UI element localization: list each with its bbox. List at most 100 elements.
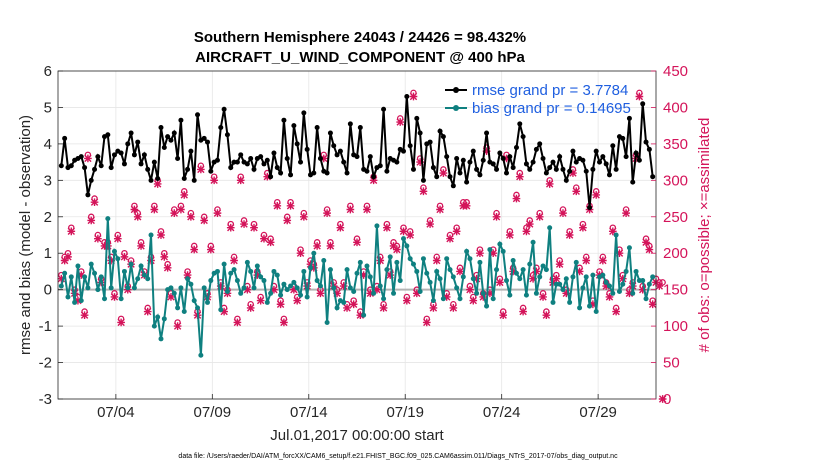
bias-point — [414, 268, 420, 274]
bias-point — [640, 278, 646, 284]
obs-assimilated-marker — [542, 311, 551, 320]
rmse-point — [401, 148, 407, 154]
rmse-point — [92, 166, 98, 172]
bias-point — [391, 290, 397, 296]
bias-point — [125, 285, 131, 291]
bias-point — [470, 276, 476, 282]
x-tick-label: 07/04 — [97, 404, 135, 421]
bias-point — [251, 285, 257, 291]
bias-point — [577, 305, 583, 311]
rmse-point — [470, 148, 476, 154]
obs-assimilated-marker — [512, 194, 521, 203]
rmse-point — [417, 130, 423, 136]
rmse-point — [234, 159, 240, 165]
rmse-point — [298, 159, 304, 165]
rmse-point — [281, 117, 287, 123]
bias-point — [587, 303, 593, 309]
rmse-point — [344, 170, 350, 176]
rmse-point — [613, 166, 619, 172]
bias-point — [643, 296, 649, 302]
rmse-point — [623, 154, 629, 160]
obs-assimilated-marker — [476, 249, 484, 258]
bias-point — [460, 274, 466, 280]
rmse-point — [165, 134, 171, 140]
obs-assimilated-marker — [599, 256, 607, 265]
obs-assimilated-marker — [486, 289, 494, 298]
obs-assimilated-marker — [167, 293, 175, 301]
obs-assimilated-marker — [645, 245, 654, 254]
rmse-point — [108, 165, 114, 171]
obs-assimilated-marker — [379, 304, 388, 312]
obs-assimilated-marker — [256, 296, 265, 305]
bias-point — [517, 276, 523, 282]
bias-point — [58, 283, 64, 289]
bias-point — [606, 283, 612, 289]
bias-point — [88, 261, 94, 267]
bias-point — [444, 256, 450, 262]
rmse-point — [447, 174, 453, 180]
obs-assimilated-marker — [452, 227, 461, 236]
bias-point — [384, 267, 390, 273]
bias-point — [141, 272, 147, 278]
obs-assimilated-marker — [655, 282, 664, 290]
rmse-point — [185, 166, 191, 172]
rmse-point — [161, 145, 167, 151]
bias-point — [633, 268, 639, 274]
rmse-point — [125, 141, 131, 147]
rmse-point — [467, 159, 473, 165]
obs-assimilated-marker — [303, 282, 312, 290]
rmse-point — [404, 94, 410, 100]
obs-assimilated-marker — [363, 205, 371, 214]
bias-point — [430, 298, 436, 304]
bias-point — [394, 259, 400, 265]
obs-assimilated-marker — [253, 271, 262, 279]
bias-point — [231, 267, 237, 273]
bias-point — [464, 248, 470, 254]
rmse-point — [560, 166, 566, 172]
obs-assimilated-marker — [346, 205, 355, 214]
x-tick-label: 07/29 — [579, 404, 617, 421]
bias-point — [543, 267, 549, 273]
rmse-point — [567, 168, 573, 174]
obs-assimilated-marker — [535, 212, 544, 221]
bias-point — [387, 254, 393, 260]
obs-assimilated-marker — [143, 307, 152, 316]
rmse-point — [474, 166, 480, 172]
obs-assimilated-marker — [107, 256, 115, 265]
bias-point — [271, 268, 277, 274]
obs-assimilated-marker — [399, 227, 408, 236]
y-tick-label-right: 100 — [663, 318, 688, 335]
obs-assimilated-marker — [120, 253, 129, 261]
obs-assimilated-marker — [313, 242, 321, 250]
obs-assimilated-marker — [416, 158, 424, 166]
rmse-point — [381, 106, 387, 112]
obs-assimilated-marker — [183, 271, 192, 279]
bias-point — [467, 256, 473, 262]
bias-point — [626, 245, 632, 251]
bias-point — [258, 274, 264, 280]
rmse-point — [324, 170, 330, 176]
rmse-point — [636, 157, 642, 163]
rmse-point — [268, 174, 274, 180]
bias-point — [603, 279, 609, 285]
obs-assimilated-marker — [260, 234, 268, 243]
rmse-point — [111, 152, 117, 158]
obs-assimilated-marker — [250, 223, 258, 232]
obs-assimilated-marker — [419, 187, 428, 196]
bias-point — [610, 290, 616, 296]
bias-point — [121, 268, 127, 274]
bias-point — [583, 274, 589, 280]
rmse-point — [327, 130, 333, 136]
bias-point — [490, 296, 496, 302]
obs-assimilated-marker — [492, 212, 501, 221]
obs-assimilated-marker — [103, 242, 112, 250]
bias-point — [105, 216, 111, 222]
bias-point — [98, 274, 104, 280]
rmse-point — [414, 115, 420, 121]
x-tick-label: 07/14 — [290, 404, 328, 421]
obs-possible-marker — [659, 279, 666, 286]
obs-assimilated-marker — [505, 231, 514, 239]
obs-assimilated-marker — [496, 278, 504, 287]
obs-assimilated-marker — [233, 318, 242, 327]
